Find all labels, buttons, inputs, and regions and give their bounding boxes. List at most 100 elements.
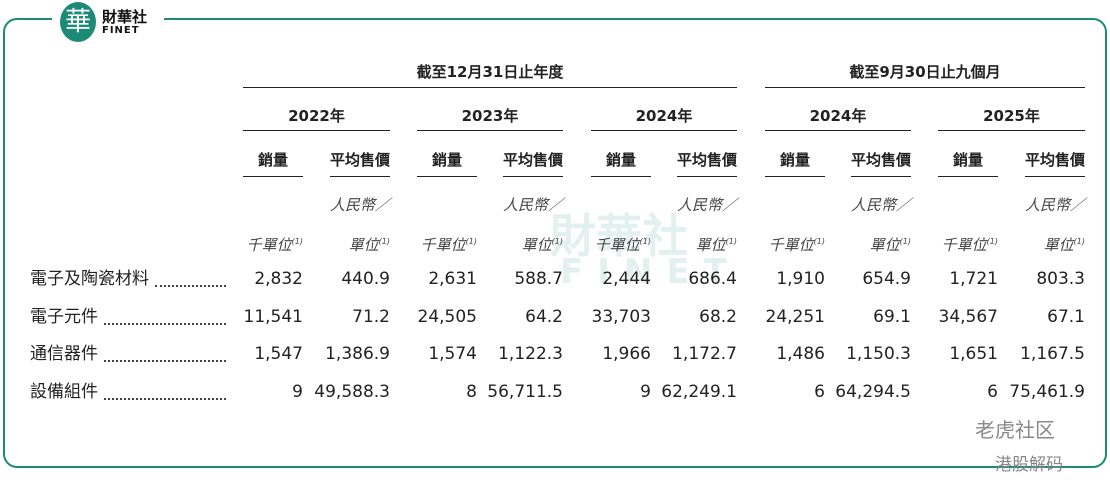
unit-label: 單位(1) (1043, 236, 1085, 254)
cell: 67.1 (1047, 307, 1085, 327)
leader-dots (155, 285, 226, 287)
row-label: 電子元件 (30, 307, 98, 327)
leader-dots (104, 398, 226, 400)
cell: 71.2 (352, 307, 390, 327)
cell: 1,122.3 (498, 344, 563, 364)
logo-mark: 華 (60, 2, 96, 42)
rule (938, 176, 998, 177)
rule (591, 130, 737, 131)
cell: 2,444 (602, 269, 651, 289)
cell: 1,721 (949, 269, 998, 289)
cell: 440.9 (341, 269, 390, 289)
rule (243, 87, 737, 88)
unit-label: 人民幣／ (329, 196, 390, 214)
cell: 33,703 (591, 307, 651, 327)
cell: 1,486 (776, 344, 825, 364)
cell: 803.3 (1036, 269, 1085, 289)
cell: 6 (987, 382, 998, 402)
watermark: FINET (560, 252, 741, 292)
unit-label: 單位(1) (348, 236, 390, 254)
cell: 1,172.7 (672, 344, 737, 364)
watermark: 港股解码 (995, 455, 1063, 475)
unit-label: 單位(1) (869, 236, 911, 254)
cell: 56,711.5 (487, 382, 563, 402)
rule (851, 176, 911, 177)
cell: 588.7 (514, 269, 563, 289)
footnote: (1) (813, 237, 825, 246)
logo-name: 財華社 (102, 8, 148, 26)
column-header: 平均售價 (1024, 151, 1085, 169)
unit-label: 千單位(1) (246, 236, 303, 254)
column-header: 平均售價 (502, 151, 563, 169)
cell: 9 (292, 382, 303, 402)
column-header: 平均售價 (676, 151, 737, 169)
year-header: 2024年 (635, 107, 693, 125)
footnote: (1) (899, 237, 911, 246)
row-label: 電子及陶瓷材料 (30, 269, 149, 289)
cell: 68.2 (699, 307, 737, 327)
unit-label: 單位(1) (695, 236, 737, 254)
rule (938, 130, 1085, 131)
cell: 686.4 (688, 269, 737, 289)
rule (417, 176, 477, 177)
cell: 1,574 (428, 344, 477, 364)
unit-label: 人民幣／ (676, 196, 737, 214)
cell: 1,547 (254, 344, 303, 364)
year-header: 2024年 (809, 107, 867, 125)
cell: 1,150.3 (846, 344, 911, 364)
rule (243, 176, 303, 177)
rule (765, 176, 825, 177)
unit-label: 千單位(1) (941, 236, 998, 254)
year-header: 2022年 (288, 107, 345, 125)
cell: 1,966 (602, 344, 651, 364)
leader-dots (104, 323, 226, 325)
column-header: 銷量 (779, 151, 810, 169)
rule (1025, 176, 1085, 177)
column-header: 平均售價 (850, 151, 911, 169)
cell: 62,249.1 (661, 382, 737, 402)
cell: 49,588.3 (314, 382, 390, 402)
group-header: 截至12月31日止年度 (416, 63, 564, 81)
footnote: (1) (291, 237, 303, 246)
footnote: (1) (1073, 237, 1085, 246)
footnote: (1) (378, 237, 390, 246)
unit-label: 千單位(1) (420, 236, 477, 254)
cell: 9 (640, 382, 651, 402)
row-label: 通信器件 (30, 344, 98, 364)
cell: 1,167.5 (1020, 344, 1085, 364)
cell: 654.9 (862, 269, 911, 289)
leader-dots (104, 360, 226, 362)
group-header: 截至9月30日止九個月 (849, 63, 1001, 81)
column-header: 銷量 (257, 151, 288, 169)
cell: 75,461.9 (1009, 382, 1085, 402)
column-header: 平均售價 (329, 151, 390, 169)
year-header: 2023年 (461, 107, 519, 125)
column-header: 銷量 (605, 151, 636, 169)
row-label: 設備組件 (30, 382, 98, 402)
rule (677, 176, 737, 177)
unit-label: 單位(1) (521, 236, 563, 254)
rule (243, 130, 390, 131)
rule (765, 87, 1085, 88)
cell: 6 (814, 382, 825, 402)
rule (417, 130, 563, 131)
frame (3, 18, 1107, 468)
unit-label: 千單位(1) (594, 236, 651, 254)
cell: 2,631 (428, 269, 477, 289)
footnote: (1) (465, 237, 477, 246)
watermark: 財華社 (550, 209, 688, 263)
cell: 2,832 (254, 269, 303, 289)
cell: 24,505 (417, 307, 477, 327)
cell: 69.1 (873, 307, 911, 327)
cell: 64.2 (525, 307, 563, 327)
logo-sub: FINET (102, 25, 140, 36)
column-header: 銷量 (431, 151, 462, 169)
year-header: 2025年 (983, 107, 1040, 125)
column-header: 銷量 (952, 151, 983, 169)
footnote: (1) (639, 237, 651, 246)
rule (765, 130, 911, 131)
cell: 8 (466, 382, 477, 402)
unit-label: 人民幣／ (1024, 196, 1085, 214)
rule (330, 176, 390, 177)
footnote: (1) (725, 237, 737, 246)
